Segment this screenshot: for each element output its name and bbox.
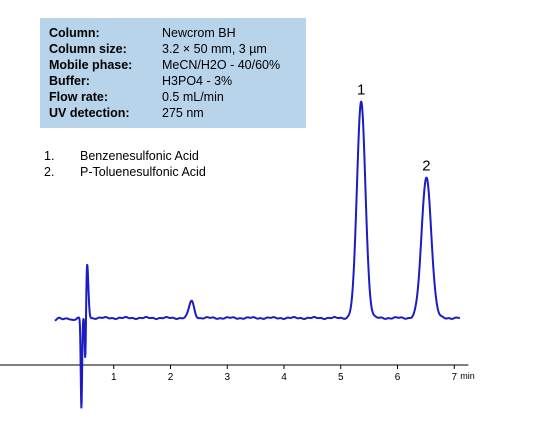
peak-label: 2 [422, 158, 430, 175]
compound-number: 1. [44, 149, 55, 163]
condition-label: Buffer: [49, 74, 90, 88]
x-axis-unit: min [460, 371, 475, 381]
condition-value: MeCN/H2O - 40/60% [162, 58, 281, 72]
x-tick-label: 3 [224, 372, 230, 383]
compound-name: P-Toluenesulfonic Acid [80, 165, 206, 179]
peak-label: 1 [357, 82, 365, 99]
condition-label: UV detection: [49, 106, 130, 120]
condition-value: 0.5 mL/min [162, 90, 224, 104]
condition-label: Column size: [49, 42, 127, 56]
condition-value: Newcrom BH [162, 26, 236, 40]
condition-label: Mobile phase: [49, 58, 133, 72]
chromatogram-trace [54, 100, 461, 409]
x-tick-label: 2 [168, 372, 174, 383]
condition-value: 275 nm [162, 106, 204, 120]
condition-value: H3PO4 - 3% [162, 74, 233, 88]
x-tick-label: 5 [338, 372, 344, 383]
condition-value: 3.2 × 50 mm, 3 µm [162, 42, 267, 56]
x-tick-label: 6 [395, 372, 401, 383]
compound-number: 2. [44, 165, 55, 179]
x-tick-label: 1 [111, 372, 117, 383]
conditions-box: Column: Newcrom BH Column size: 3.2 × 50… [40, 18, 306, 128]
x-tick-label: 7 [451, 372, 457, 383]
x-tick-label: 4 [281, 372, 287, 383]
compound-name: Benzenesulfonic Acid [80, 149, 199, 163]
condition-label: Column: [49, 26, 100, 40]
condition-label: Flow rate: [49, 90, 109, 104]
